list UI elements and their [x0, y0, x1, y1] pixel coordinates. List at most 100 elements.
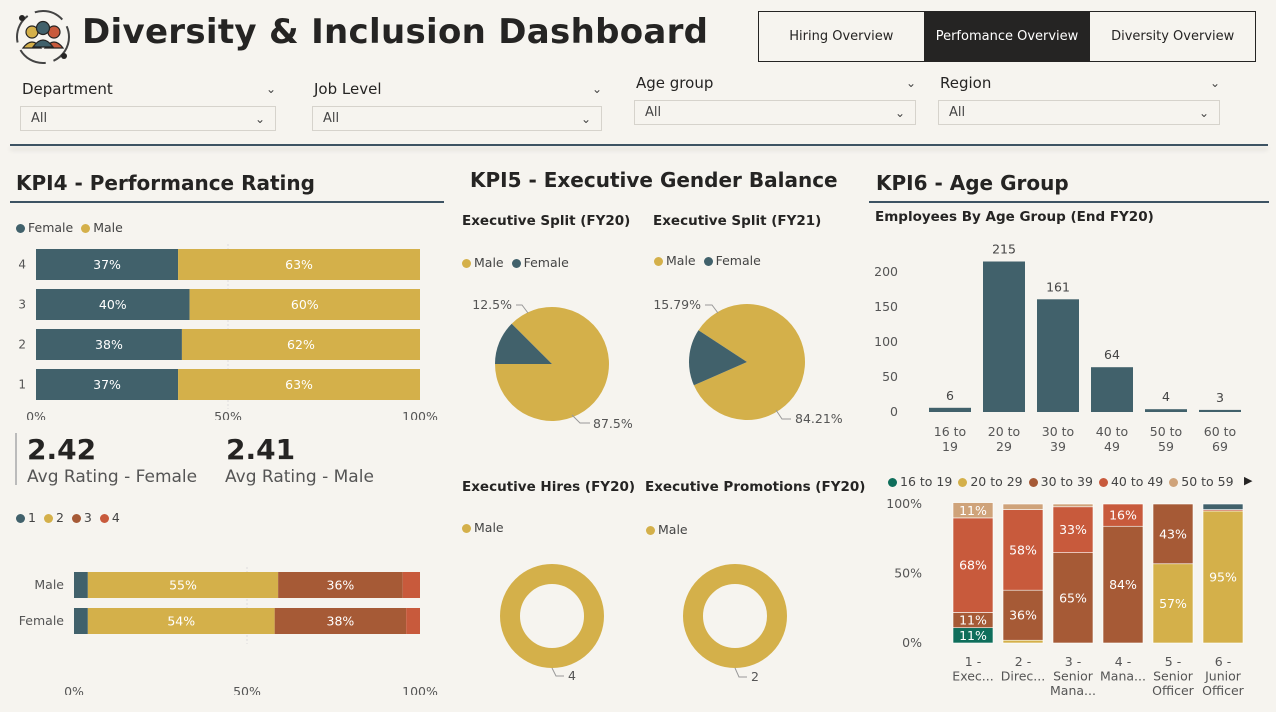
legend-rating-1: 1 — [16, 510, 36, 525]
data-label: 161 — [1046, 279, 1070, 294]
age-by-level-chart: 0%50%100%11%11%68%11%1 -Exec...36%58%2 -… — [886, 496, 1244, 698]
data-label: 11% — [959, 628, 987, 643]
legend-male: Male — [81, 220, 123, 235]
nav-diversity-overview[interactable]: Diversity Overview — [1090, 12, 1256, 61]
region-dropdown[interactable]: All ⌄ — [938, 100, 1220, 125]
age-bar-title: Employees By Age Group (End FY20) — [875, 209, 1154, 225]
category-label: 40 to — [1096, 424, 1128, 439]
legend-next-arrow-icon[interactable]: ▶ — [1244, 474, 1253, 487]
data-label: 57% — [1159, 596, 1187, 611]
data-label: 11% — [959, 503, 987, 518]
age-bar — [929, 407, 971, 412]
category-label: Mana... — [1050, 683, 1096, 698]
avg-rating-female-value: 2.42 — [27, 433, 97, 466]
data-label: 65% — [1059, 590, 1087, 605]
legend-40-49: 40 to 49 — [1098, 474, 1163, 489]
age-bar — [1037, 299, 1079, 412]
exec-hires-legend: Male — [462, 520, 504, 535]
legend-female: Female — [511, 255, 569, 270]
bar-segment — [74, 572, 88, 598]
y-tick-label: 150 — [874, 299, 898, 314]
chevron-down-icon[interactable]: ⌄ — [905, 76, 916, 90]
x-tick-label: 100% — [402, 684, 438, 695]
bar-segment — [278, 572, 403, 598]
category-label: 1 - — [965, 654, 981, 669]
avg-rating-male-value: 2.41 — [226, 433, 296, 466]
age-legend: 16 to 19 20 to 29 30 to 39 40 to 49 50 t… — [888, 474, 1234, 489]
department-dropdown[interactable]: All ⌄ — [20, 106, 276, 131]
bar-segment — [181, 329, 420, 360]
job-level-dropdown[interactable]: All ⌄ — [312, 106, 602, 131]
bar-segment — [1052, 506, 1094, 553]
category-label: Junior — [1204, 669, 1242, 684]
category-label: Direc... — [1001, 669, 1045, 684]
data-label: 60% — [291, 297, 319, 312]
category-label: 30 to — [1042, 424, 1074, 439]
data-label: 95% — [1209, 569, 1237, 584]
bar-segment — [36, 369, 179, 400]
legend-20-29: 20 to 29 — [958, 474, 1023, 489]
data-label: 68% — [959, 558, 987, 573]
category-label: 60 to — [1204, 424, 1236, 439]
category-label: Mana... — [1100, 669, 1146, 684]
department-slicer: Department ⌄ — [22, 79, 276, 99]
category-label: 69 — [1212, 439, 1228, 454]
category-label: 6 - — [1215, 654, 1231, 669]
pie-slice — [689, 330, 747, 386]
data-label: 64 — [1104, 347, 1120, 362]
nav-performance-overview[interactable]: Perfomance Overview — [924, 12, 1091, 61]
bar-segment — [1152, 563, 1194, 644]
category-label: 39 — [1050, 439, 1066, 454]
data-label: 215 — [992, 242, 1016, 257]
bar-segment — [1202, 503, 1244, 510]
category-label: 29 — [996, 439, 1012, 454]
category-label: 16 to — [934, 424, 966, 439]
category-label: 2 — [18, 338, 26, 352]
exec-promotions-title: Executive Promotions (FY20) — [645, 479, 866, 495]
age-group-value: All — [645, 105, 662, 120]
x-tick-label: 50% — [214, 409, 242, 420]
bar-segment — [1052, 503, 1094, 508]
data-label: 63% — [285, 257, 313, 272]
x-tick-label: 100% — [402, 409, 438, 420]
bar-segment — [1102, 525, 1144, 644]
data-label: 84.21% — [795, 411, 843, 426]
data-label: 4 — [1162, 389, 1170, 404]
region-slicer: Region ⌄ — [940, 73, 1220, 93]
data-label: 2 — [751, 669, 759, 684]
y-tick-label: 0% — [902, 635, 922, 650]
nav-hiring-overview[interactable]: Hiring Overview — [759, 12, 925, 61]
data-label: 40% — [99, 297, 127, 312]
legend-male: Male — [646, 522, 688, 537]
job-level-label: Job Level — [314, 80, 382, 98]
category-label: 3 - — [1065, 654, 1081, 669]
category-label: Senior — [1053, 669, 1094, 684]
kpi4-gender-legend: Female Male — [16, 220, 123, 235]
age-group-dropdown[interactable]: All ⌄ — [634, 100, 916, 125]
bar-segment — [952, 517, 994, 613]
bar-segment — [402, 572, 420, 598]
data-label: 58% — [1009, 542, 1037, 557]
bar-segment — [87, 572, 279, 598]
category-label: 20 to — [988, 424, 1020, 439]
chevron-down-icon[interactable]: ⌄ — [591, 82, 602, 96]
data-label: 12.5% — [472, 297, 512, 312]
kpi6-title: KPI6 - Age Group — [876, 171, 1069, 195]
y-tick-label: 0 — [890, 404, 898, 419]
pie-slice — [495, 323, 552, 364]
legend-16-19: 16 to 19 — [888, 474, 952, 489]
data-label: 11% — [959, 613, 987, 628]
chevron-down-icon[interactable]: ⌄ — [1209, 76, 1220, 90]
y-tick-label: 200 — [874, 264, 898, 279]
rating-by-gender-chart: 4 37% 63% 3 40% 60% 2 38% 62% 1 37% 63% 0% 50% 100% — [18, 244, 438, 420]
leader-line — [705, 304, 719, 314]
bar-segment — [274, 608, 407, 634]
kpi4-rating-legend: 1 2 3 4 — [16, 510, 120, 525]
job-level-slicer: Job Level ⌄ — [314, 79, 602, 99]
category-label: Female — [19, 613, 65, 628]
category-label: Senior — [1153, 669, 1194, 684]
donut-ring — [683, 564, 787, 668]
legend-rating-4: 4 — [99, 510, 120, 525]
bar-segment — [36, 289, 190, 320]
chevron-down-icon[interactable]: ⌄ — [265, 82, 276, 96]
